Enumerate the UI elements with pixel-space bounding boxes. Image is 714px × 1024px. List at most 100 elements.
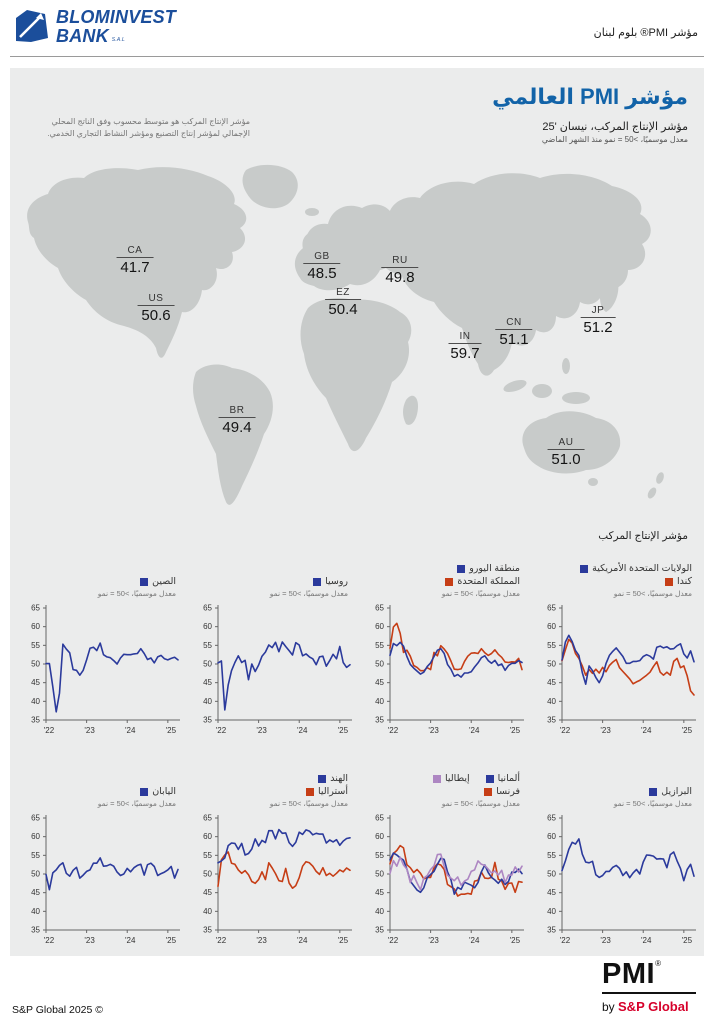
series-line	[45, 642, 179, 713]
svg-text:'25: '25	[682, 936, 693, 945]
pmi-value: 51.1	[499, 331, 529, 348]
map-label-BR: BR 49.4	[218, 400, 256, 436]
svg-text:50: 50	[31, 660, 40, 669]
legend-swatch-icon	[305, 787, 314, 796]
legend-entry: منطقة اليورو	[457, 563, 520, 574]
legend-swatch-icon	[318, 774, 327, 783]
legend-label: الصين	[152, 576, 176, 587]
series-line	[45, 857, 179, 891]
svg-text:55: 55	[547, 851, 556, 860]
svg-text:45: 45	[547, 888, 556, 897]
legend-label: الولايات المتحدة الأمريكية	[592, 563, 692, 574]
legend-note: معدل موسميًا، >50 = نمو	[441, 589, 520, 598]
legend-line: كندا	[664, 576, 692, 587]
legend-entry: كندا	[664, 576, 692, 587]
svg-text:35: 35	[31, 716, 40, 725]
map-label-RU: RU 49.8	[381, 250, 419, 286]
legend-swatch-icon	[457, 564, 466, 573]
page-title: مؤشر PMI العالمي	[492, 84, 688, 109]
blominvest-logo-icon	[16, 10, 48, 42]
pmi-value: 59.7	[450, 345, 480, 362]
svg-text:40: 40	[31, 907, 40, 916]
index-description: مؤشر الإنتاج المركب هو متوسط محسوب وفق ا…	[47, 117, 250, 138]
legend-label: فرنسا	[496, 786, 520, 797]
svg-text:65: 65	[31, 604, 40, 613]
legend-line: أستراليا	[305, 786, 348, 797]
map-label-CA: CA 41.7	[116, 240, 154, 276]
pmi-logo-bar	[602, 991, 696, 994]
svg-text:'22: '22	[44, 936, 55, 945]
legend-label: ألمانيا	[497, 773, 520, 784]
svg-text:'24: '24	[297, 936, 308, 945]
svg-text:35: 35	[375, 926, 384, 935]
svg-text:35: 35	[547, 716, 556, 725]
series-line	[389, 853, 523, 891]
chart-svg: 35 40 45 50 55 60 65 '22 '23 '24 '25	[31, 814, 180, 945]
series-line	[389, 852, 523, 895]
svg-text:'25: '25	[338, 936, 349, 945]
svg-text:50: 50	[547, 870, 556, 879]
svg-text:35: 35	[375, 716, 384, 725]
legend-swatch-icon	[313, 577, 322, 586]
legend-line: روسيا	[313, 576, 348, 587]
country-code: EZ	[325, 287, 361, 300]
legend-swatch-icon	[580, 564, 589, 573]
chart-russia: روسيا معدل موسميًا، >50 = نمو 35 40 45 50 55 60…	[188, 552, 356, 748]
svg-text:40: 40	[375, 907, 384, 916]
svg-text:'24: '24	[641, 726, 652, 735]
svg-text:45: 45	[547, 678, 556, 687]
legend-line: ألمانيا إيطاليا	[433, 773, 520, 784]
svg-text:'23: '23	[256, 726, 267, 735]
svg-text:65: 65	[31, 814, 40, 823]
chart-brazil: البرازيل معدل موسميًا، >50 = نمو 35 40 45 50 5…	[532, 762, 700, 958]
chart-row-1: الصين معدل موسميًا، >50 = نمو 35 40 45 50 55 60…	[16, 552, 698, 748]
country-code: JP	[580, 305, 616, 318]
svg-text:65: 65	[203, 814, 212, 823]
series-line	[389, 641, 523, 678]
svg-text:'24: '24	[469, 726, 480, 735]
chart-svg: 35 40 45 50 55 60 65 '22 '23 '24 '25	[375, 814, 524, 945]
svg-text:'25: '25	[510, 726, 521, 735]
svg-text:65: 65	[547, 604, 556, 613]
svg-text:60: 60	[203, 622, 212, 631]
bank-name-line2: BANK S.A.L	[56, 27, 176, 45]
svg-text:'22: '22	[44, 726, 55, 735]
map-label-AU: AU 51.0	[547, 432, 585, 468]
svg-text:50: 50	[375, 870, 384, 879]
pmi-value: 49.4	[222, 419, 252, 436]
legend-swatch-icon	[140, 787, 149, 796]
pmi-value: 41.7	[120, 259, 150, 276]
chart-india-australia: الهند أستراليا معدل موسميًا، >50 = نمو 35 40…	[188, 762, 356, 958]
bank-logo-text: BLOMINVEST BANK S.A.L	[56, 8, 176, 45]
svg-text:'22: '22	[560, 726, 571, 735]
legend-swatch-icon	[433, 774, 442, 783]
series-line	[561, 634, 695, 685]
svg-text:60: 60	[375, 832, 384, 841]
svg-text:'23: '23	[256, 936, 267, 945]
country-code: CN	[495, 317, 533, 330]
svg-text:'22: '22	[216, 936, 227, 945]
country-code: AU	[547, 437, 585, 450]
svg-text:35: 35	[203, 716, 212, 725]
svg-text:'25: '25	[166, 936, 177, 945]
world-map-silhouette	[27, 164, 664, 505]
legend-swatch-icon	[140, 577, 149, 586]
legend-label: الهند	[330, 773, 348, 784]
chart-svg: 35 40 45 50 55 60 65 '22 '23 '24 '25	[203, 604, 352, 735]
pmi-value: 50.4	[328, 301, 358, 318]
legend-label: المملكة المتحدة	[457, 576, 520, 587]
svg-text:60: 60	[547, 832, 556, 841]
pmi-logo: PMI® by S&P Global	[602, 958, 698, 1017]
chart-svg: 35 40 45 50 55 60 65 '22 '23 '24 '25	[203, 814, 352, 945]
svg-text:60: 60	[547, 622, 556, 631]
map-label-CN: CN 51.1	[495, 312, 533, 348]
registered-mark: ®	[655, 958, 662, 968]
chart-germany-france-italy: ألمانيا إيطاليا فرنسا معدل موسميًا، >50 = ن…	[360, 762, 528, 958]
svg-text:'24: '24	[469, 936, 480, 945]
svg-text:40: 40	[375, 697, 384, 706]
legend-note: معدل موسميًا، >50 = نمو	[97, 799, 176, 808]
pmi-value: 50.6	[141, 307, 171, 324]
svg-text:65: 65	[203, 604, 212, 613]
svg-text:'23: '23	[428, 936, 439, 945]
svg-text:50: 50	[203, 870, 212, 879]
